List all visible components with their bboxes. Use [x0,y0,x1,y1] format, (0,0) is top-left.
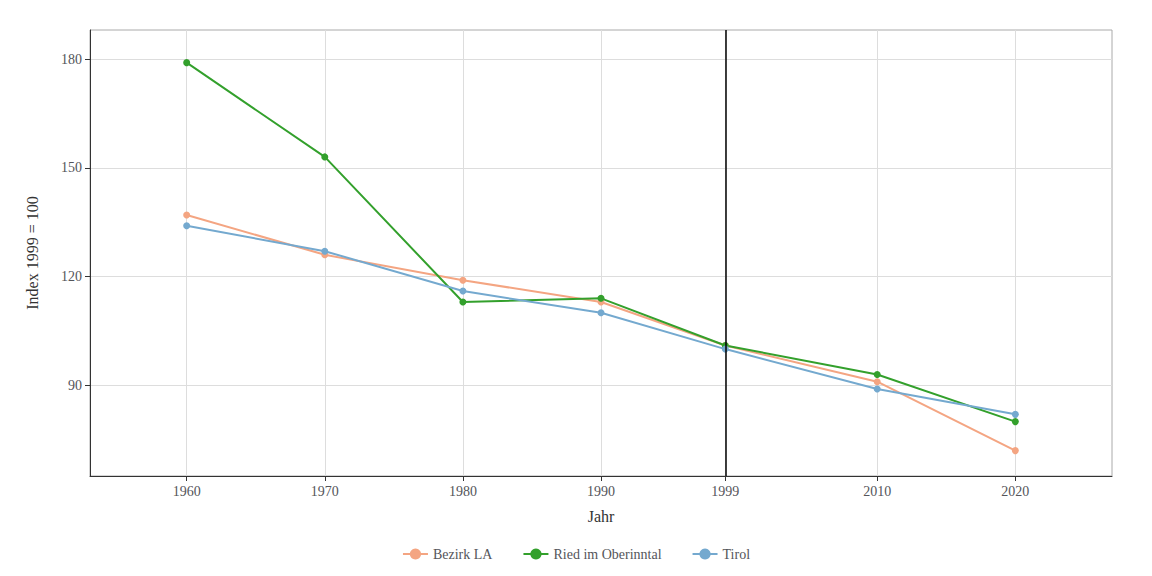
svg-text:Bezirk LA: Bezirk LA [433,547,493,562]
svg-text:120: 120 [61,269,82,284]
svg-text:2010: 2010 [863,484,891,499]
svg-text:1980: 1980 [449,484,477,499]
svg-text:150: 150 [61,160,82,175]
svg-text:Tirol: Tirol [723,547,751,562]
svg-text:1960: 1960 [173,484,201,499]
svg-text:Jahr: Jahr [588,508,615,525]
svg-text:90: 90 [68,378,82,393]
svg-text:180: 180 [61,52,82,67]
svg-text:1990: 1990 [587,484,615,499]
svg-text:Ried im Oberinntal: Ried im Oberinntal [553,547,661,562]
svg-text:1970: 1970 [311,484,339,499]
svg-text:Index 1999 = 100: Index 1999 = 100 [24,196,41,309]
svg-text:2020: 2020 [1001,484,1029,499]
svg-text:1999: 1999 [711,484,739,499]
